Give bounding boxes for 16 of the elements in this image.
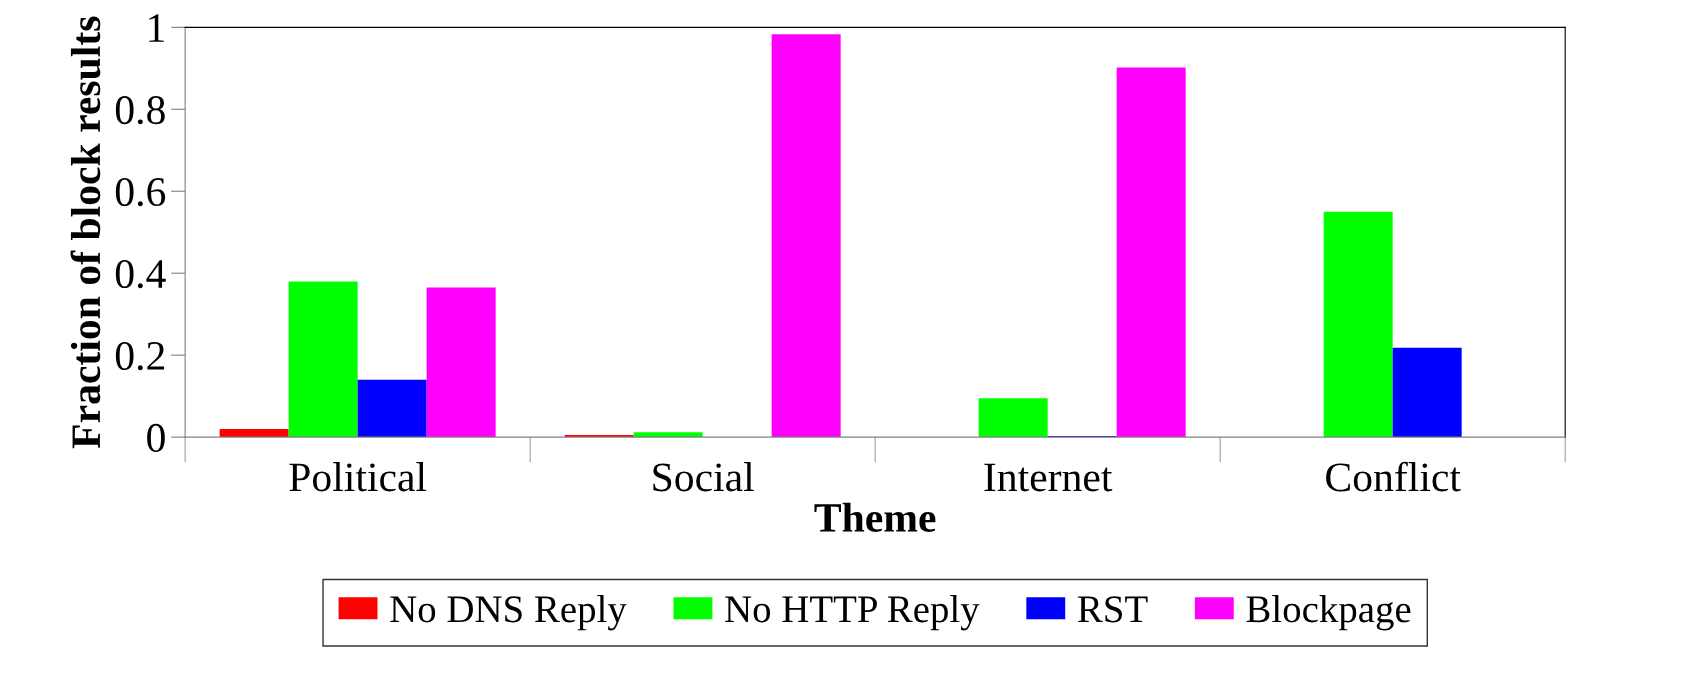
legend-label: No HTTP Reply — [725, 595, 980, 631]
y-tick-label: 1 — [149, 14, 164, 42]
y-tick-label: 0 — [147, 423, 165, 452]
legend-label: RST — [1078, 596, 1148, 623]
legend-label: No DNS Reply — [390, 595, 627, 631]
y-tick-label: 0.8 — [115, 96, 165, 125]
x-tick-label: Social — [653, 462, 754, 492]
x-tick-label: Political — [289, 462, 427, 492]
y-tick-label: 0.6 — [115, 177, 166, 207]
y-tick-label: 0.2 — [115, 341, 165, 371]
y-axis-title: Fraction of block results — [70, 16, 101, 449]
legend-label: Blockpage — [1246, 595, 1411, 631]
x-tick-label: Conflict — [1326, 461, 1461, 492]
x-axis-title: Theme — [814, 502, 936, 532]
x-tick-label: Internet — [984, 463, 1113, 492]
y-tick-label: 0.4 — [115, 259, 166, 289]
